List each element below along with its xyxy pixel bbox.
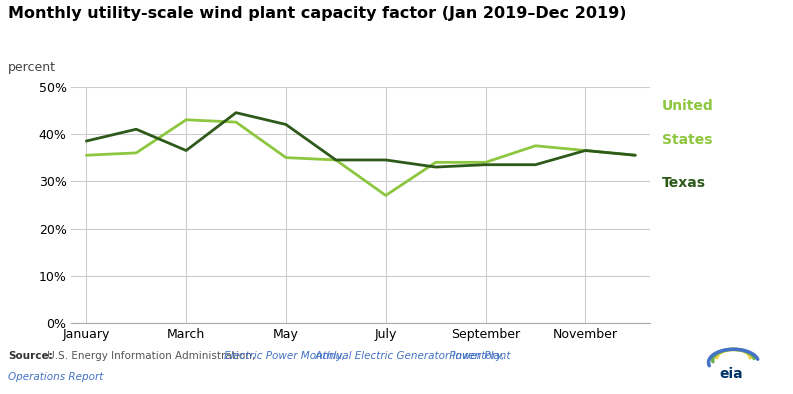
Text: Monthly utility-scale wind plant capacity factor (Jan 2019–Dec 2019): Monthly utility-scale wind plant capacit… <box>8 6 626 21</box>
Text: Annual Electric Generator Inventory,: Annual Electric Generator Inventory, <box>312 351 504 361</box>
Text: States: States <box>662 133 713 147</box>
Text: percent: percent <box>8 61 56 74</box>
Text: U.S. Energy Information Administration,: U.S. Energy Information Administration, <box>44 351 258 361</box>
Text: United: United <box>662 99 714 113</box>
Text: Texas: Texas <box>662 176 706 190</box>
Text: eia: eia <box>719 367 743 381</box>
Text: Electric Power Monthly,: Electric Power Monthly, <box>224 351 346 361</box>
Text: Operations Report: Operations Report <box>8 372 103 382</box>
Text: Source:: Source: <box>8 351 52 361</box>
Text: Power Plant: Power Plant <box>446 351 510 361</box>
